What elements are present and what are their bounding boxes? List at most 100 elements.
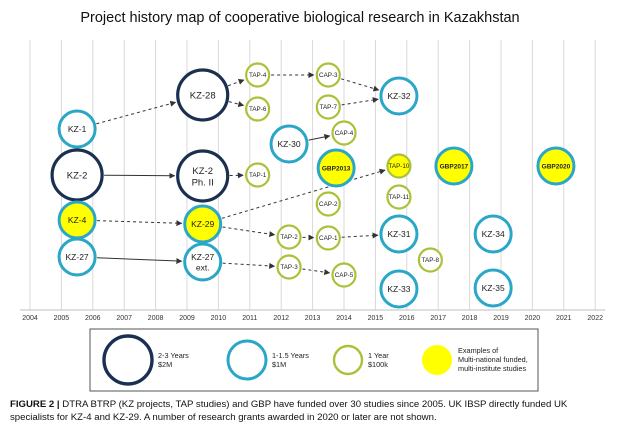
node-label-kz-31: KZ-31 [387, 229, 410, 239]
edge-kz-4-to-kz-29 [97, 220, 183, 227]
year-tick-2022: 2022 [587, 315, 603, 322]
caption-text: DTRA BTRP (KZ projects, TAP studies) and… [10, 399, 568, 423]
node-label-tap-4: TAP-4 [249, 72, 267, 79]
edge-kz-29-to-tap-10 [221, 168, 386, 219]
legend-swatch-medium [226, 339, 268, 381]
node-circle-kz-2-phii [176, 149, 230, 203]
node-cap-5: CAP-5 [331, 262, 357, 288]
node-label-kz-35: KZ-35 [482, 283, 505, 293]
node-circle-tap-4 [245, 62, 271, 88]
node-kz-2: KZ-2 [50, 148, 104, 202]
year-tick-2020: 2020 [525, 315, 541, 322]
node-tap-7: TAP-7 [315, 94, 341, 120]
node-label-kz-34: KZ-34 [482, 229, 505, 239]
node-tap-1: TAP-1 [245, 162, 271, 188]
node-circle-cap-4 [331, 120, 357, 146]
node-label-kz-30: KZ-30 [277, 139, 300, 149]
legend-item-1-year: 1 Year$100k [332, 344, 389, 376]
node-label-kz-4: KZ-4 [68, 215, 87, 225]
caption-label: FIGURE 2 | [10, 399, 60, 410]
edge-kz-1-to-kz-28 [96, 100, 177, 125]
legend-text-1: 2-3 Years [158, 351, 189, 360]
node-circle-gbp2020 [536, 146, 576, 186]
node-gbp2017: GBP2017 [434, 146, 474, 186]
year-tick-2014: 2014 [336, 315, 352, 322]
node-label-cap-4: CAP-4 [335, 130, 354, 137]
node-circle-kz-29 [183, 204, 223, 244]
node-circle-kz-31 [379, 214, 419, 254]
edge-kz-2-to-kz-2-phii [104, 172, 176, 179]
legend-text-3: multi-institute studies [458, 364, 526, 373]
node-label-kz-32: KZ-32 [387, 91, 410, 101]
node-label-tap-8: TAP-8 [422, 257, 440, 264]
node-label-cap-1: CAP-1 [319, 235, 338, 242]
node-circle-tap-11 [386, 184, 412, 210]
node-circle-kz-32 [379, 76, 419, 116]
legend-swatch-large [102, 334, 154, 386]
node-label-tap-1: TAP-1 [249, 172, 267, 179]
node-sublabel-kz-27-ext: ext. [196, 263, 210, 273]
edge-cap-3-to-kz-32 [341, 78, 380, 92]
node-tap-4: TAP-4 [245, 62, 271, 88]
node-tap-11: TAP-11 [386, 184, 412, 210]
node-label-gbp2013: GBP2013 [322, 165, 351, 172]
legend-text-1: Examples of [458, 346, 499, 355]
legend-text-2: $100k [368, 360, 388, 369]
year-tick-2021: 2021 [556, 315, 572, 322]
node-label-tap-3: TAP-3 [280, 264, 298, 271]
node-circle-tap-10 [386, 153, 412, 179]
year-axis: 2004 2005 2006 2007 2008 2009 2010 2011 2012 2013… [20, 309, 606, 322]
legend-box [89, 328, 539, 392]
node-cap-3: CAP-3 [315, 62, 341, 88]
legend-text-1: 1 Year [368, 351, 389, 360]
year-tick-2008: 2008 [148, 315, 164, 322]
legend-swatch-small [332, 344, 364, 376]
legend: 2-3 Years$2M 1-1.5 Years$1M 1 Year$100k Exa… [89, 328, 539, 392]
node-circle-tap-8 [417, 247, 443, 273]
node-circle-cap-1 [315, 225, 341, 251]
node-circle-kz-30 [269, 124, 309, 164]
node-label-tap-7: TAP-7 [320, 104, 338, 111]
node-circle-tap-7 [315, 94, 341, 120]
node-label-cap-5: CAP-5 [335, 272, 354, 279]
year-tick-2012: 2012 [273, 315, 289, 322]
node-label-tap-11: TAP-11 [389, 194, 410, 201]
node-label-gbp2020: GBP2020 [542, 163, 571, 170]
node-circle-kz-28 [176, 68, 230, 122]
connections [96, 72, 386, 276]
node-circle-kz-35 [473, 268, 513, 308]
year-tick-2013: 2013 [305, 315, 321, 322]
node-label-kz-29: KZ-29 [191, 219, 214, 229]
node-label-tap-10: TAP-10 [389, 163, 410, 170]
node-circle-gbp2013 [316, 148, 356, 188]
node-kz-31: KZ-31 [379, 214, 419, 254]
node-label-kz-28: KZ-28 [190, 90, 216, 101]
node-kz-29: KZ-29 [183, 204, 223, 244]
node-circle-kz-2 [50, 148, 104, 202]
figure-caption: FIGURE 2 | DTRA BTRP (KZ projects, TAP s… [10, 398, 610, 424]
edge-kz-27-ext-to-tap-3 [222, 262, 276, 269]
node-sublabel-kz-2-phii: Ph. II [192, 178, 214, 189]
node-circle-tap-2 [276, 224, 302, 250]
edge-kz-30-to-cap-4 [308, 133, 331, 141]
legend-text-2: $2M [158, 360, 172, 369]
node-label-kz-2-phii: KZ-2 [192, 166, 213, 177]
node-label-cap-2: CAP-2 [319, 201, 338, 208]
year-tick-2016: 2016 [399, 315, 415, 322]
node-kz-4: KZ-4 [57, 200, 97, 240]
node-kz-30: KZ-30 [269, 124, 309, 164]
node-kz-34: KZ-34 [473, 214, 513, 254]
node-circle-tap-1 [245, 162, 271, 188]
node-circle-kz-27-ext [183, 242, 223, 282]
legend-text-1: 1-1.5 Years [272, 351, 309, 360]
year-tick-2007: 2007 [116, 315, 132, 322]
edge-kz-27-to-kz-27-ext [97, 257, 183, 264]
edge-kz-28-to-tap-6 [228, 101, 245, 107]
node-label-tap-2: TAP-2 [280, 234, 298, 241]
node-label-kz-27-ext: KZ-27 [191, 252, 214, 262]
node-tap-2: TAP-2 [276, 224, 302, 250]
legend-item-2-3-years: 2-3 Years$2M [102, 334, 189, 386]
